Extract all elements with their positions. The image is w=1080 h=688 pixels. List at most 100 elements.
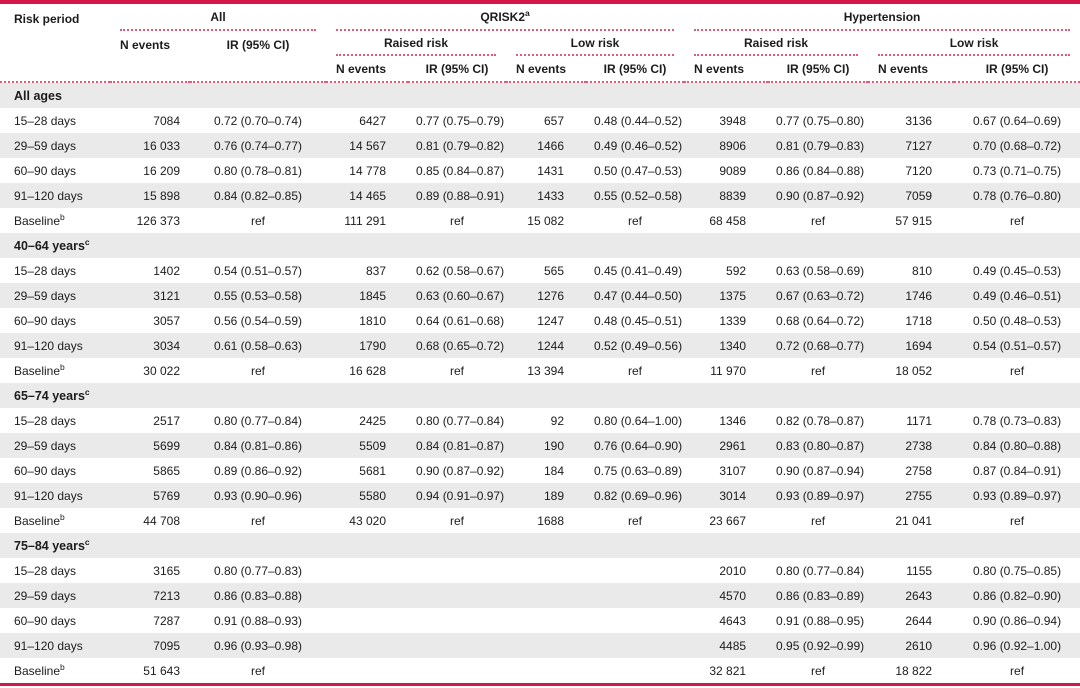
all-ir-cell: 0.91 (0.88–0.93) xyxy=(213,613,303,628)
hypertension-raised-ir-cell: 0.90 (0.87–0.94) xyxy=(776,463,865,478)
hypertension-raised-n-events-cell: 1375 xyxy=(719,288,747,303)
table-row: 29–59 days 7213 0.86 (0.83–0.88) 4570 0.… xyxy=(0,583,1080,608)
all-n-events-cell: 1402 xyxy=(153,263,180,278)
all-ir-cell: 0.96 (0.93–0.98) xyxy=(213,638,303,653)
all-n-events-cell: 44 708 xyxy=(143,513,180,528)
all-n-events-cell: 7213 xyxy=(153,588,180,603)
qrisk2-raised-ir-cell xyxy=(408,658,506,683)
qrisk2-low-ir-cell: 0.49 (0.46–0.52) xyxy=(594,138,683,153)
qrisk2-low-n-events-cell xyxy=(506,558,586,583)
qrisk2-raised-ir-cell: 0.77 (0.75–0.79) xyxy=(416,113,505,128)
hypertension-raised-n-events-cell: 1339 xyxy=(719,313,747,328)
qrisk2-low-ir-header: IR (95% CI) xyxy=(603,62,667,76)
qrisk2-low-n-events-cell: 15 082 xyxy=(527,213,564,228)
hypertension-low-ir-cell: 0.49 (0.45–0.53) xyxy=(973,263,1062,278)
risk-period-cell: 91–120 days xyxy=(14,338,83,353)
hypertension-low-ir-cell: 0.49 (0.46–0.51) xyxy=(973,288,1062,303)
hypertension-raised-ir-cell: 0.86 (0.83–0.89) xyxy=(776,588,865,603)
all-ir-cell: 0.84 (0.81–0.86) xyxy=(213,438,303,453)
all-ir-cell: 0.76 (0.74–0.77) xyxy=(213,138,303,153)
qrisk2-raised-n-events-header: N events xyxy=(336,62,387,76)
section-header-row: All ages xyxy=(0,82,1080,108)
table-row: 91–120 days 15 898 0.84 (0.82–0.85) 14 4… xyxy=(0,183,1080,208)
table-row: 60–90 days 16 209 0.80 (0.78–0.81) 14 77… xyxy=(0,158,1080,183)
all-n-events-header: N events xyxy=(120,38,171,52)
qrisk2-low-ir-cell: 0.76 (0.64–0.90) xyxy=(594,438,683,453)
hypertension-low-ir-cell: 0.87 (0.84–0.91) xyxy=(973,463,1062,478)
footnote-marker: c xyxy=(84,236,90,247)
qrisk2-low-n-events-cell: 1688 xyxy=(537,513,564,528)
section-title: 40–64 yearsc xyxy=(14,236,90,253)
qrisk2-low-n-events-cell: 657 xyxy=(543,113,564,128)
qrisk2-raised-ir-cell: 0.68 (0.65–0.72) xyxy=(416,338,505,353)
hypertension-raised-n-events-cell: 2010 xyxy=(719,563,747,578)
qrisk2-low-n-events-cell: 565 xyxy=(543,263,564,278)
qrisk2-raised-n-events-cell xyxy=(326,633,408,658)
footnote-marker: c xyxy=(84,386,90,397)
table-row: 15–28 days 1402 0.54 (0.51–0.57) 837 0.6… xyxy=(0,258,1080,283)
hypertension-raised-n-events-cell: 4643 xyxy=(719,613,747,628)
qrisk2-low-n-events-cell xyxy=(506,633,586,658)
qrisk2-raised-n-events-cell: 5580 xyxy=(359,488,386,503)
all-n-events-cell: 3121 xyxy=(153,288,180,303)
hypertension-raised-n-events-cell: 8906 xyxy=(719,138,747,153)
qrisk2-low-ir-cell: 0.50 (0.47–0.53) xyxy=(594,163,683,178)
all-ir-cell: ref xyxy=(250,213,265,228)
table-body: All ages 15–28 days 7084 0.72 (0.70–0.74… xyxy=(0,82,1080,683)
risk-period-cell: 60–90 days xyxy=(14,163,77,178)
qrisk2-low-ir-cell: 0.52 (0.49–0.56) xyxy=(594,338,683,353)
hypertension-raised-n-events-cell: 592 xyxy=(726,263,747,278)
hypertension-raised-ir-cell: 0.83 (0.80–0.87) xyxy=(776,438,865,453)
all-ir-cell: 0.84 (0.82–0.85) xyxy=(213,188,303,203)
hypertension-raised-ir-cell: 0.77 (0.75–0.80) xyxy=(776,113,865,128)
qrisk2-raised-ir-cell: 0.64 (0.61–0.68) xyxy=(416,313,505,328)
qrisk2-raised-ir-cell: 0.94 (0.91–0.97) xyxy=(416,488,505,503)
qrisk2-low-n-events-cell: 1276 xyxy=(537,288,564,303)
risk-period-cell: 91–120 days xyxy=(14,188,83,203)
qrisk2-raised-ir-cell: ref xyxy=(449,363,464,378)
group-qrisk2-label: QRISK2a xyxy=(336,9,675,31)
qrisk2-low-ir-cell: 0.75 (0.63–0.89) xyxy=(594,463,683,478)
qrisk2-low-ir-cell xyxy=(586,608,684,633)
hypertension-raised-ir-cell: ref xyxy=(811,363,826,378)
all-n-events-cell: 16 209 xyxy=(143,163,180,178)
qrisk2-raised-n-events-cell xyxy=(326,608,408,633)
hypertension-raised-ir-cell: 0.82 (0.78–0.87) xyxy=(776,413,865,428)
risk-period-cell: Baselineb xyxy=(14,661,65,678)
all-ir-cell: 0.80 (0.77–0.83) xyxy=(213,563,303,578)
qrisk2-low-ir-cell xyxy=(586,583,684,608)
all-n-events-cell: 3165 xyxy=(153,563,180,578)
table-row: 15–28 days 7084 0.72 (0.70–0.74) 6427 0.… xyxy=(0,108,1080,133)
hypertension-low-n-events-cell: 21 041 xyxy=(895,513,933,528)
all-n-events-cell: 5699 xyxy=(153,438,180,453)
qrisk2-raised-ir-cell: 0.90 (0.87–0.92) xyxy=(416,463,505,478)
hypertension-raised-n-events-cell: 3014 xyxy=(719,488,747,503)
hypertension-raised-ir-cell: 0.91 (0.88–0.95) xyxy=(776,613,865,628)
all-ir-cell: 0.93 (0.90–0.96) xyxy=(213,488,303,503)
risk-period-cell: 15–28 days xyxy=(14,113,77,128)
hypertension-low-ir-cell: 0.70 (0.68–0.72) xyxy=(973,138,1062,153)
all-n-events-cell: 15 898 xyxy=(143,188,180,203)
qrisk2-low-ir-cell: 0.48 (0.45–0.51) xyxy=(594,313,683,328)
hypertension-low-n-events-header: N events xyxy=(878,62,929,76)
qrisk2-low-ir-cell: 0.80 (0.64–1.00) xyxy=(594,413,683,428)
all-n-events-cell: 16 033 xyxy=(143,138,180,153)
hypertension-low-ir-cell: ref xyxy=(1010,663,1025,678)
hypertension-low-ir-cell: 0.54 (0.51–0.57) xyxy=(973,338,1062,353)
all-ir-cell: 0.89 (0.86–0.92) xyxy=(213,463,303,478)
qrisk2-low-n-events-cell xyxy=(506,658,586,683)
qrisk2-low-n-events-cell: 189 xyxy=(543,488,564,503)
table-row: 29–59 days 5699 0.84 (0.81–0.86) 5509 0.… xyxy=(0,433,1080,458)
risk-period-cell: 91–120 days xyxy=(14,638,83,653)
all-n-events-cell: 5865 xyxy=(153,463,180,478)
all-n-events-cell: 7095 xyxy=(153,638,180,653)
risk-period-cell: 15–28 days xyxy=(14,413,77,428)
risk-period-cell: 15–28 days xyxy=(14,563,77,578)
hypertension-raised-n-events-cell: 11 970 xyxy=(710,363,747,378)
all-n-events-cell: 3057 xyxy=(153,313,180,328)
hypertension-low-n-events-cell: 2610 xyxy=(905,638,933,653)
qrisk2-raised-n-events-cell: 6427 xyxy=(359,113,386,128)
qrisk2-low-n-events-header: N events xyxy=(516,62,567,76)
hypertension-low-n-events-cell: 18 822 xyxy=(895,663,933,678)
